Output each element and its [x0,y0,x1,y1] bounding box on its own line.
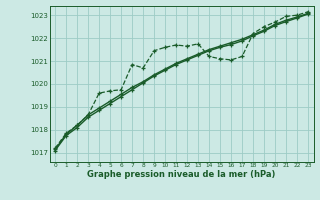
X-axis label: Graphe pression niveau de la mer (hPa): Graphe pression niveau de la mer (hPa) [87,170,276,179]
